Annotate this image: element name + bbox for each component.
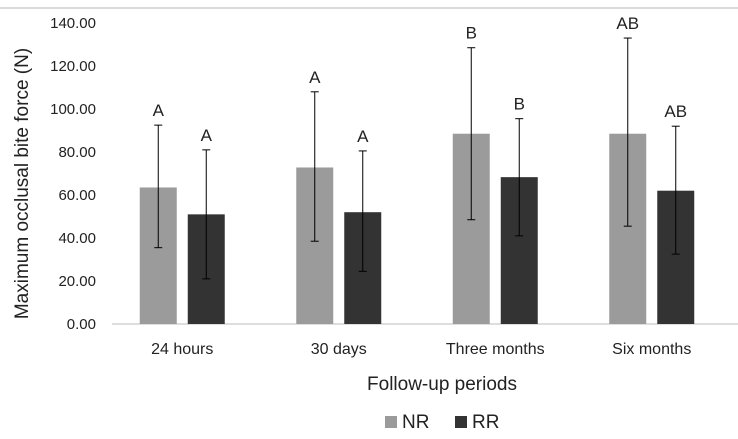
y-tick-label: 140.00	[50, 15, 96, 32]
significance-letter: AB	[616, 14, 639, 33]
x-tick-label: Six months	[612, 341, 691, 358]
error-bars-group	[154, 37, 680, 280]
x-axis-categories: 24 hours 30 days Three months Six months	[151, 341, 691, 358]
significance-letter: AB	[664, 102, 687, 121]
y-axis-title: Maximum occlusal bite force (N)	[12, 48, 33, 319]
y-tick-label: 20.00	[58, 273, 96, 290]
y-tick-label: 0.00	[67, 316, 96, 333]
bars-group	[139, 133, 695, 324]
x-tick-label: Three months	[446, 341, 545, 358]
legend-label-nr: NR	[402, 412, 429, 433]
legend-label-rr: RR	[472, 412, 499, 433]
significance-letter: A	[153, 101, 165, 120]
y-tick-label: 100.00	[50, 101, 96, 118]
y-axis-ticks: 0.00 20.00 40.00 60.00 80.00 100.00 120.00 140.…	[50, 15, 96, 333]
significance-letter: B	[466, 24, 477, 43]
y-tick-label: 80.00	[58, 144, 96, 161]
significance-letter: A	[357, 127, 369, 146]
x-axis-title: Follow-up periods	[367, 374, 517, 395]
x-tick-label: 30 days	[311, 341, 367, 358]
x-tick-label: 24 hours	[151, 341, 213, 358]
legend-swatch-rr	[455, 416, 467, 428]
y-tick-label: 120.00	[50, 58, 96, 75]
significance-letter: A	[201, 126, 213, 145]
legend: NR RR	[385, 412, 499, 433]
significance-letter: A	[309, 68, 321, 87]
significance-letter: B	[514, 95, 525, 114]
legend-swatch-nr	[385, 416, 397, 428]
y-tick-label: 40.00	[58, 230, 96, 247]
y-tick-label: 60.00	[58, 187, 96, 204]
